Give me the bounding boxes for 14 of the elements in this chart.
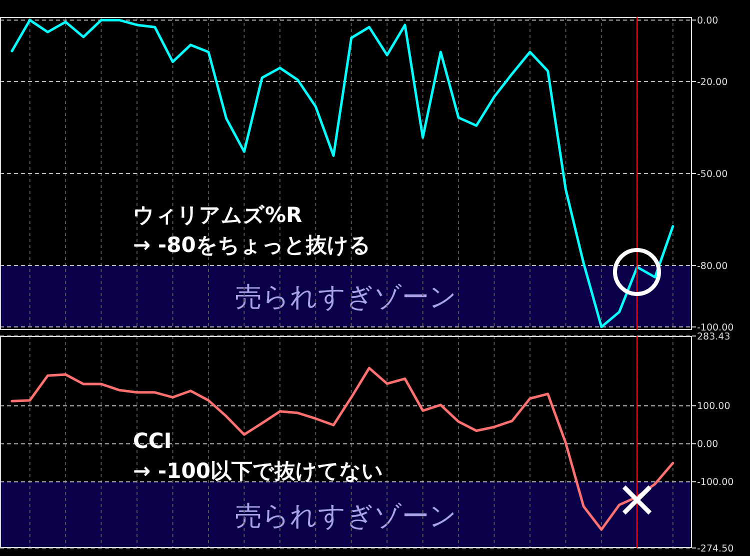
y-tick-label: 100.00 xyxy=(697,401,730,412)
y-tick-label: -100.00 xyxy=(697,477,734,488)
y-tick-label: 283.43 xyxy=(697,332,730,342)
y-tick-label: 0.00 xyxy=(697,439,718,450)
band-label: 売られすぎゾーン xyxy=(235,282,457,314)
y-tick-label: -50.00 xyxy=(697,169,728,180)
band-label: 売られすぎゾーン xyxy=(235,500,457,532)
y-tick-label: -100.00 xyxy=(697,322,734,334)
y-tick-label: -274.50 xyxy=(697,544,734,554)
annotation: CCI → -100以下で抜けてない xyxy=(133,429,384,483)
annotation: ウィリアムズ%R → -80をちょっと抜ける xyxy=(133,203,371,257)
y-tick-label: -80.00 xyxy=(697,261,728,272)
y-tick-label: -20.00 xyxy=(697,76,728,88)
y-tick-label: 0.00 xyxy=(697,16,718,27)
